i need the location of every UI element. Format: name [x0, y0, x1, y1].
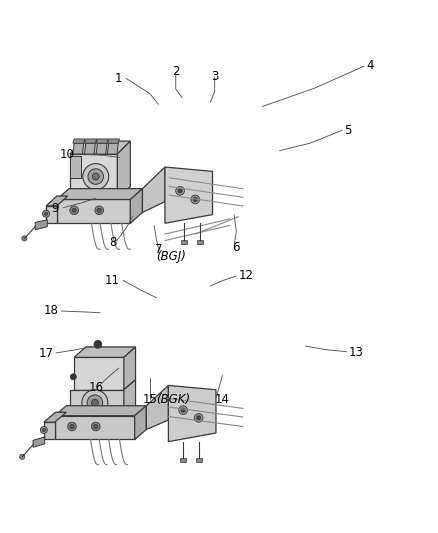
Text: 15: 15 [142, 393, 157, 406]
Text: 2: 2 [172, 66, 180, 78]
Polygon shape [73, 139, 85, 143]
Circle shape [20, 454, 25, 459]
Text: (BGJ): (BGJ) [156, 251, 186, 263]
Text: 1: 1 [114, 72, 122, 85]
Polygon shape [96, 139, 108, 143]
Polygon shape [197, 240, 202, 244]
Text: 17: 17 [39, 348, 54, 360]
Polygon shape [85, 143, 95, 154]
Polygon shape [35, 220, 47, 230]
Polygon shape [70, 390, 124, 416]
Text: (BGK): (BGK) [156, 393, 191, 406]
Polygon shape [70, 156, 81, 178]
Text: 8: 8 [110, 236, 117, 249]
Circle shape [95, 206, 103, 215]
Circle shape [176, 187, 184, 195]
Circle shape [193, 197, 198, 201]
Polygon shape [131, 189, 142, 223]
Polygon shape [44, 412, 66, 422]
Text: 5: 5 [344, 124, 352, 137]
Text: 11: 11 [105, 274, 120, 287]
Polygon shape [181, 240, 187, 244]
Polygon shape [46, 196, 67, 206]
Circle shape [92, 422, 100, 431]
Circle shape [70, 424, 74, 429]
Polygon shape [96, 143, 107, 154]
Circle shape [181, 408, 185, 412]
Polygon shape [74, 357, 124, 390]
Polygon shape [55, 416, 134, 440]
Polygon shape [107, 139, 120, 143]
Polygon shape [196, 458, 202, 463]
Circle shape [44, 212, 48, 215]
Text: 3: 3 [211, 70, 219, 83]
Circle shape [70, 206, 78, 215]
Circle shape [42, 428, 46, 432]
Circle shape [179, 406, 187, 414]
Polygon shape [168, 385, 216, 442]
Text: 12: 12 [238, 269, 254, 281]
Polygon shape [57, 199, 131, 223]
Text: 4: 4 [366, 59, 374, 72]
Text: 6: 6 [232, 240, 240, 254]
Circle shape [87, 395, 102, 410]
Circle shape [72, 208, 76, 213]
Circle shape [82, 390, 108, 416]
Polygon shape [117, 141, 131, 199]
Circle shape [194, 414, 203, 422]
Circle shape [92, 399, 99, 406]
Polygon shape [146, 385, 168, 430]
Circle shape [92, 173, 99, 180]
Polygon shape [57, 189, 142, 199]
Circle shape [88, 169, 103, 184]
Circle shape [94, 341, 102, 348]
Polygon shape [33, 437, 45, 447]
Circle shape [42, 211, 49, 217]
Text: 13: 13 [349, 345, 364, 359]
Text: 18: 18 [44, 304, 59, 317]
Circle shape [197, 416, 201, 420]
Polygon shape [46, 206, 57, 223]
Text: 7: 7 [155, 243, 162, 256]
Circle shape [97, 208, 101, 213]
Polygon shape [55, 406, 146, 416]
Polygon shape [124, 380, 135, 416]
Polygon shape [124, 347, 135, 390]
Polygon shape [73, 143, 84, 154]
Text: 9: 9 [52, 201, 59, 215]
Polygon shape [70, 154, 117, 199]
Polygon shape [180, 458, 186, 463]
Polygon shape [70, 141, 131, 154]
Circle shape [178, 189, 182, 193]
Text: 10: 10 [59, 148, 74, 160]
Circle shape [70, 374, 76, 380]
Circle shape [40, 426, 47, 433]
Polygon shape [134, 406, 146, 440]
Circle shape [191, 195, 200, 204]
Text: 14: 14 [215, 393, 230, 406]
Polygon shape [85, 139, 97, 143]
Polygon shape [165, 167, 212, 223]
Polygon shape [44, 422, 55, 440]
Circle shape [94, 424, 98, 429]
Polygon shape [107, 143, 118, 154]
Polygon shape [74, 347, 135, 357]
Circle shape [67, 422, 76, 431]
Text: 16: 16 [88, 381, 103, 394]
Circle shape [83, 164, 109, 190]
Polygon shape [142, 167, 165, 213]
Circle shape [22, 236, 27, 241]
